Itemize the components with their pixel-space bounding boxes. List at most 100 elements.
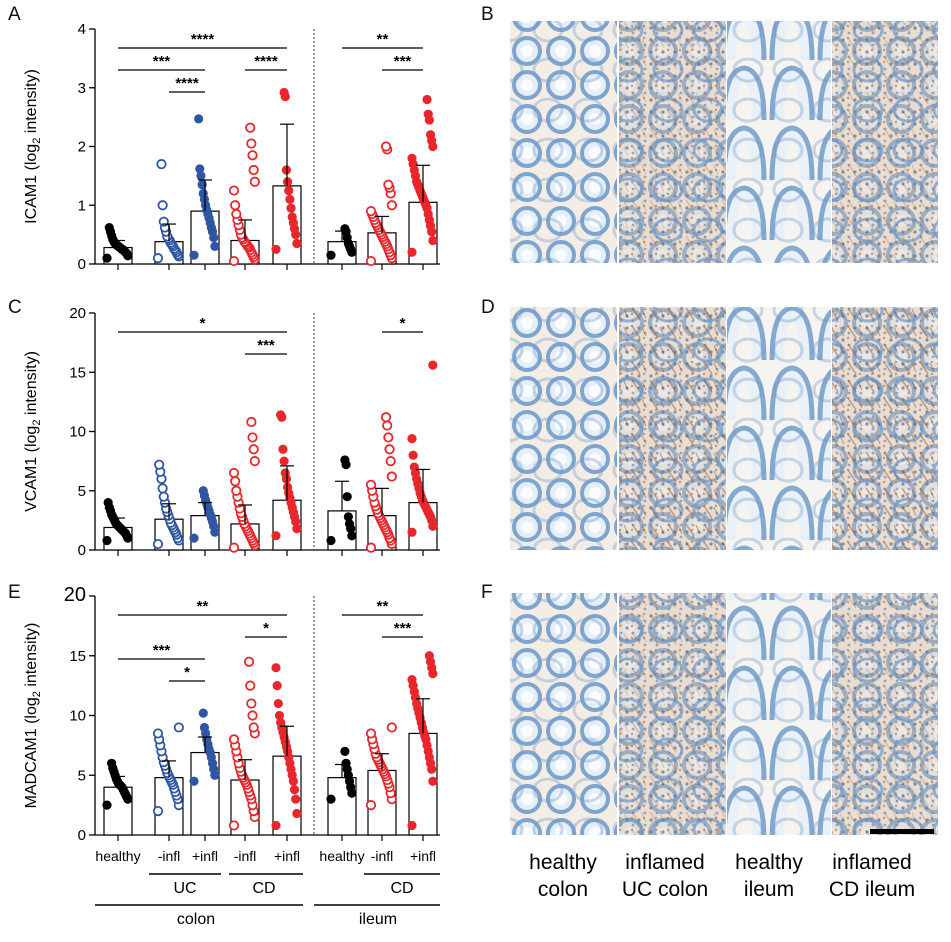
micrograph-1 <box>510 307 617 550</box>
data-point <box>249 456 260 467</box>
data-point <box>279 456 289 466</box>
scale-bar <box>870 829 934 834</box>
y-tick-label: 15 <box>69 364 86 381</box>
data-point <box>341 758 351 768</box>
micrograph-captions: healthy colon inflamed UC colon healthy ileum… <box>529 851 915 901</box>
significance-label: ** <box>377 31 389 48</box>
tissue-crypts <box>727 21 831 263</box>
y-tick-label: 3 <box>78 80 86 97</box>
data-point <box>422 94 432 105</box>
tissue-stain <box>832 21 938 263</box>
data-point <box>326 535 336 546</box>
data-point <box>365 728 377 739</box>
micrograph-4 <box>832 21 938 263</box>
data-point <box>271 531 281 541</box>
data-point <box>386 471 397 482</box>
y-tick-label: 10 <box>69 424 86 441</box>
data-point <box>194 114 204 124</box>
data-point <box>274 710 285 721</box>
data-point <box>247 150 258 161</box>
tissue-stain <box>832 307 938 550</box>
data-point <box>343 512 353 522</box>
y-tick-label: 0 <box>78 827 86 844</box>
data-point <box>152 538 164 550</box>
y-tick-label: 10 <box>69 708 86 725</box>
data-point <box>248 444 259 455</box>
caption-line2: ileum <box>744 878 794 901</box>
data-point <box>158 491 169 502</box>
data-point <box>380 141 392 152</box>
data-point <box>326 250 336 260</box>
data-point <box>407 247 417 257</box>
micrograph-2 <box>619 21 726 263</box>
data-point <box>102 253 112 263</box>
data-point <box>243 656 255 667</box>
uc-label: UC <box>173 880 196 897</box>
significance-label: *** <box>394 53 412 70</box>
significance-label: *** <box>394 620 412 637</box>
tissue-crypts <box>727 593 831 835</box>
significance-label: ** <box>197 598 209 615</box>
data-point <box>340 455 350 465</box>
y-tick-label: 15 <box>69 648 86 665</box>
data-point <box>285 194 295 204</box>
y-axis-label: VCAM1 (log2 intensity) <box>23 351 43 512</box>
y-tick-label: 2 <box>78 139 86 156</box>
data-point <box>365 206 377 217</box>
y-tick-label: 0 <box>78 256 86 273</box>
data-point <box>198 188 208 199</box>
data-point <box>292 238 302 249</box>
data-point <box>383 179 394 190</box>
tissue-stain <box>832 593 938 835</box>
data-point <box>279 87 289 98</box>
data-point <box>292 808 302 819</box>
y-tick-label: 20 <box>64 584 86 606</box>
data-point <box>365 479 377 490</box>
data-point <box>103 498 113 508</box>
group-label: +infl <box>192 848 218 864</box>
data-point <box>278 444 288 454</box>
y-tick-label: 1 <box>78 197 86 214</box>
data-point <box>102 800 112 810</box>
data-point <box>407 153 417 163</box>
tissue-crypts <box>510 593 617 835</box>
group-label: -infl <box>158 848 181 864</box>
micrograph-4 <box>832 593 938 835</box>
significance-label: **** <box>175 75 199 92</box>
data-point <box>154 459 165 470</box>
tissue-stain <box>619 307 726 550</box>
micrograph-row-madcam1 <box>510 593 938 835</box>
data-point <box>382 420 393 431</box>
significance-label: **** <box>191 31 215 48</box>
micrograph-4 <box>832 307 938 550</box>
data-point <box>230 200 241 211</box>
data-point <box>365 542 377 553</box>
data-point <box>230 476 241 487</box>
caption-line1: inflamed <box>832 851 911 874</box>
data-point <box>228 185 240 196</box>
cd-colon-label: CD <box>252 880 275 897</box>
data-point <box>347 531 357 541</box>
caption-line1: healthy <box>529 851 597 874</box>
data-point <box>380 412 392 423</box>
data-point <box>383 432 394 443</box>
data-point <box>340 746 350 756</box>
data-point <box>173 722 184 733</box>
significance-label: *** <box>153 53 171 70</box>
data-point <box>280 468 290 478</box>
group-label: -infl <box>234 848 257 864</box>
data-point <box>156 159 167 170</box>
tissue-stain <box>619 21 726 263</box>
data-point <box>272 681 282 691</box>
data-point <box>385 456 396 467</box>
significance-label: *** <box>257 337 275 354</box>
data-point <box>276 718 286 728</box>
y-tick-label: 4 <box>78 21 86 38</box>
data-point <box>407 820 417 831</box>
data-point <box>284 185 294 196</box>
micrograph-3 <box>727 307 831 550</box>
data-point <box>407 675 417 685</box>
